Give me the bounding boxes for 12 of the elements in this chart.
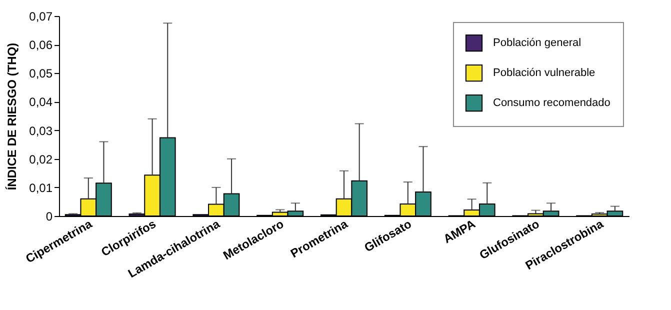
legend-label: Consumo recomendado: [493, 97, 610, 109]
y-tick-label: 0: [46, 210, 53, 224]
y-tick-label: 0,04: [29, 95, 53, 110]
legend-label: Población general: [493, 37, 582, 49]
legend-label: Población vulnerable: [493, 67, 596, 79]
y-tick-label: 0,06: [29, 38, 53, 52]
y-tick-label: 0,05: [29, 66, 53, 81]
y-tick-label: 0,02: [29, 152, 53, 166]
y-axis-title: ÍNDICE DE RIESGO (THQ): [5, 42, 20, 190]
y-tick-label: 0,07: [29, 10, 53, 24]
y-tick-label: 0,03: [29, 124, 53, 138]
y-tick-label: 0,01: [29, 180, 53, 195]
